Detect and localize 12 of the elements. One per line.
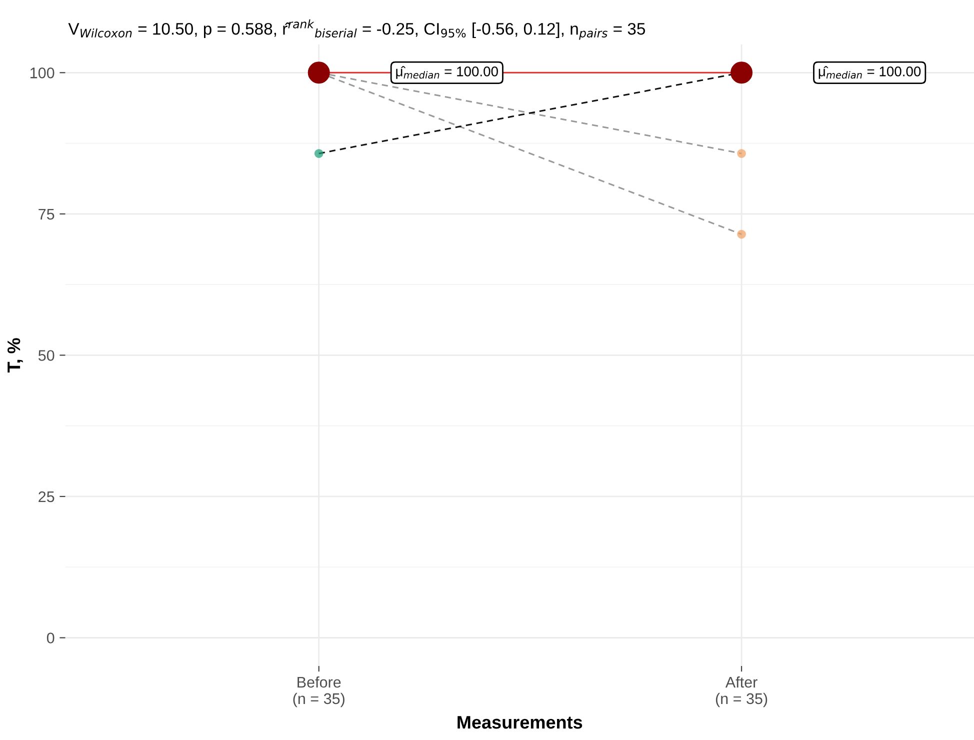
x-tick-label: After (n = 35)	[716, 676, 768, 708]
y-tick-label: 25	[38, 491, 54, 502]
x-axis-title: Measurements	[458, 716, 582, 729]
y-tick-label: 0	[46, 632, 54, 644]
y-tick-label: 100	[30, 68, 54, 78]
y-axis-title: T, %	[7, 338, 23, 373]
y-tick-label: 50	[38, 350, 54, 361]
y-tick-label: 75	[38, 208, 54, 220]
x-tick-label: Before (n = 35)	[293, 676, 344, 708]
annotation: μ̂$_{median}$ = 100.00	[818, 66, 921, 79]
annotation: μ̂$_{median}$ = 100.00	[396, 66, 498, 79]
chart-title: V$_{Wilcoxon}$ = 10.50, p = 0.588, r̂$^{rank}$$_{biserial}$ = -0.25, CI$_{95%}$ [-0.56, 0.12], n$_{pairs}$ = 35	[68, 19, 646, 40]
